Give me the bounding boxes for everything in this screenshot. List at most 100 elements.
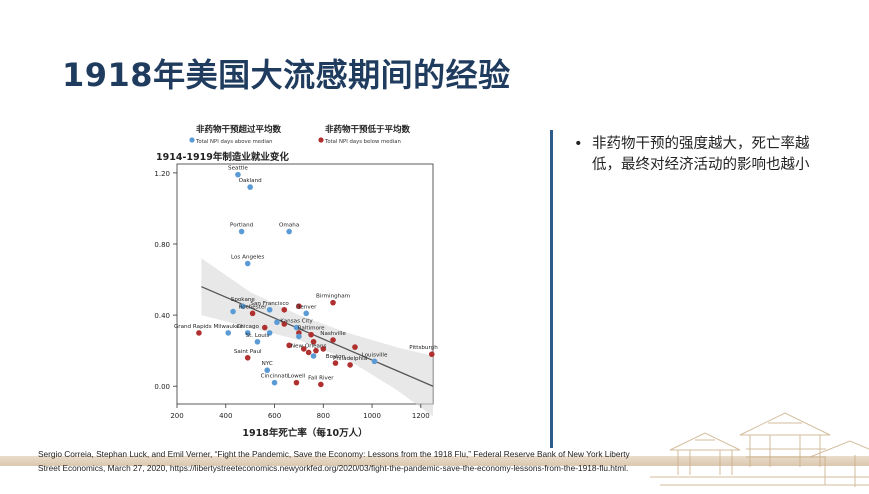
point-label: Nashville (320, 331, 346, 337)
data-point (247, 184, 253, 190)
x-axis-label: 1918年死亡率（每10万人） (242, 427, 367, 439)
point-label: Birmingham (316, 294, 350, 300)
y-tick-label: 1.20 (154, 170, 170, 178)
point-label: Grand Rapids (174, 324, 212, 330)
x-tick-label: 1200 (412, 412, 430, 420)
data-point (238, 228, 245, 235)
vertical-divider (550, 130, 553, 448)
data-point (296, 303, 302, 310)
data-point (296, 333, 302, 340)
data-point (264, 367, 271, 374)
data-point (300, 346, 307, 352)
data-point (332, 360, 339, 366)
fit-line (201, 286, 434, 387)
point-label: Saint Paul (234, 349, 262, 355)
bullet-text: 非药物干预的强度越大，死亡率越低，最终对经济活动的影响也越小 (592, 136, 810, 173)
data-point (235, 171, 241, 178)
data-point (244, 330, 251, 336)
data-point (230, 308, 236, 315)
legend-label-cn: 非药物干预低于平均数 (325, 124, 411, 135)
x-tick-label: 800 (317, 412, 330, 420)
legend-label-en: Total NPI days below median (324, 139, 401, 145)
data-point (249, 310, 256, 317)
data-point (305, 349, 312, 356)
data-point (293, 324, 300, 331)
data-point (428, 351, 435, 358)
data-point (330, 299, 336, 306)
point-label: Seattle (228, 166, 248, 172)
legend-label-en: Total NPI days above median (195, 139, 272, 145)
pavilion-decoration (650, 412, 869, 487)
data-point (320, 346, 327, 352)
footer-band (0, 456, 869, 466)
data-point (286, 342, 292, 349)
point-label: New Orleans (291, 343, 327, 349)
y-tick-label: 0.40 (154, 312, 170, 320)
point-label: Milwaukee (213, 324, 243, 330)
point-label: NYC (262, 361, 273, 367)
confidence-band (201, 258, 433, 417)
data-point (352, 344, 358, 350)
data-point (318, 381, 324, 388)
data-point (303, 310, 310, 317)
y-tick-label: 0.80 (154, 241, 170, 249)
data-point (313, 347, 319, 354)
data-point (330, 337, 336, 343)
point-label: Denver (296, 304, 317, 310)
bullet-point: • 非药物干预的强度越大，死亡率越低，最终对经济活动的影响也越小 (574, 134, 824, 176)
chart-title: 1914-1919年制造业就业变化 (156, 151, 289, 163)
point-label: Cincinnati (261, 374, 289, 380)
point-label: Chicago (236, 324, 259, 330)
data-point (261, 324, 268, 331)
data-point (244, 260, 251, 267)
legend-marker (189, 137, 195, 143)
x-tick-label: 600 (268, 412, 281, 420)
y-tick-label: 0.00 (154, 383, 170, 391)
legend-marker (318, 137, 324, 143)
data-point (371, 358, 378, 365)
point-label: St. Louis (246, 333, 270, 339)
chart-svg: 非药物干预超过平均数 Total NPI days above median 非药物… (154, 124, 438, 439)
data-point (266, 306, 273, 313)
data-point (310, 353, 317, 359)
data-point (274, 319, 280, 326)
point-label: Rochester (239, 304, 268, 310)
data-point (281, 306, 288, 313)
data-point (244, 354, 251, 361)
point-label: Spokane (231, 297, 256, 303)
data-point (281, 321, 288, 327)
point-label: Boston (326, 354, 346, 360)
x-tick-label: 1000 (363, 412, 381, 420)
point-label: Philadelphia (333, 356, 367, 362)
point-label: Lowell (288, 374, 306, 380)
point-label: Oakland (239, 178, 263, 184)
data-point (271, 379, 278, 386)
data-point (308, 331, 314, 338)
point-label: San Francisco (250, 301, 289, 307)
data-point (225, 330, 231, 336)
x-tick-label: 200 (170, 412, 183, 420)
point-label: Louisville (362, 352, 388, 358)
point-label: Portland (230, 223, 254, 229)
data-point (286, 228, 292, 235)
data-point (266, 330, 273, 336)
point-label: Baltimore (298, 326, 326, 332)
data-point (347, 362, 353, 368)
point-label: Kansas City (280, 319, 313, 325)
data-point (254, 338, 261, 345)
point-label: Los Angeles (231, 255, 264, 261)
point-label: Fall River (308, 375, 334, 381)
data-point (293, 379, 300, 386)
data-point (240, 303, 246, 310)
point-label: Pittsburgh (409, 345, 438, 351)
data-point (310, 338, 317, 345)
data-point (196, 330, 202, 336)
scatter-chart: 非药物干预超过平均数 Total NPI days above median 非药物… (150, 118, 440, 440)
point-label: Omaha (279, 223, 299, 229)
citation: Sergio Correia, Stephan Luck, and Emil V… (38, 449, 630, 473)
slide-title: 1918年美国大流感期间的经验 (62, 56, 511, 94)
x-tick-label: 400 (219, 412, 232, 420)
bullet-dot: • (574, 136, 583, 152)
legend-label-cn: 非药物干预超过平均数 (196, 124, 282, 135)
